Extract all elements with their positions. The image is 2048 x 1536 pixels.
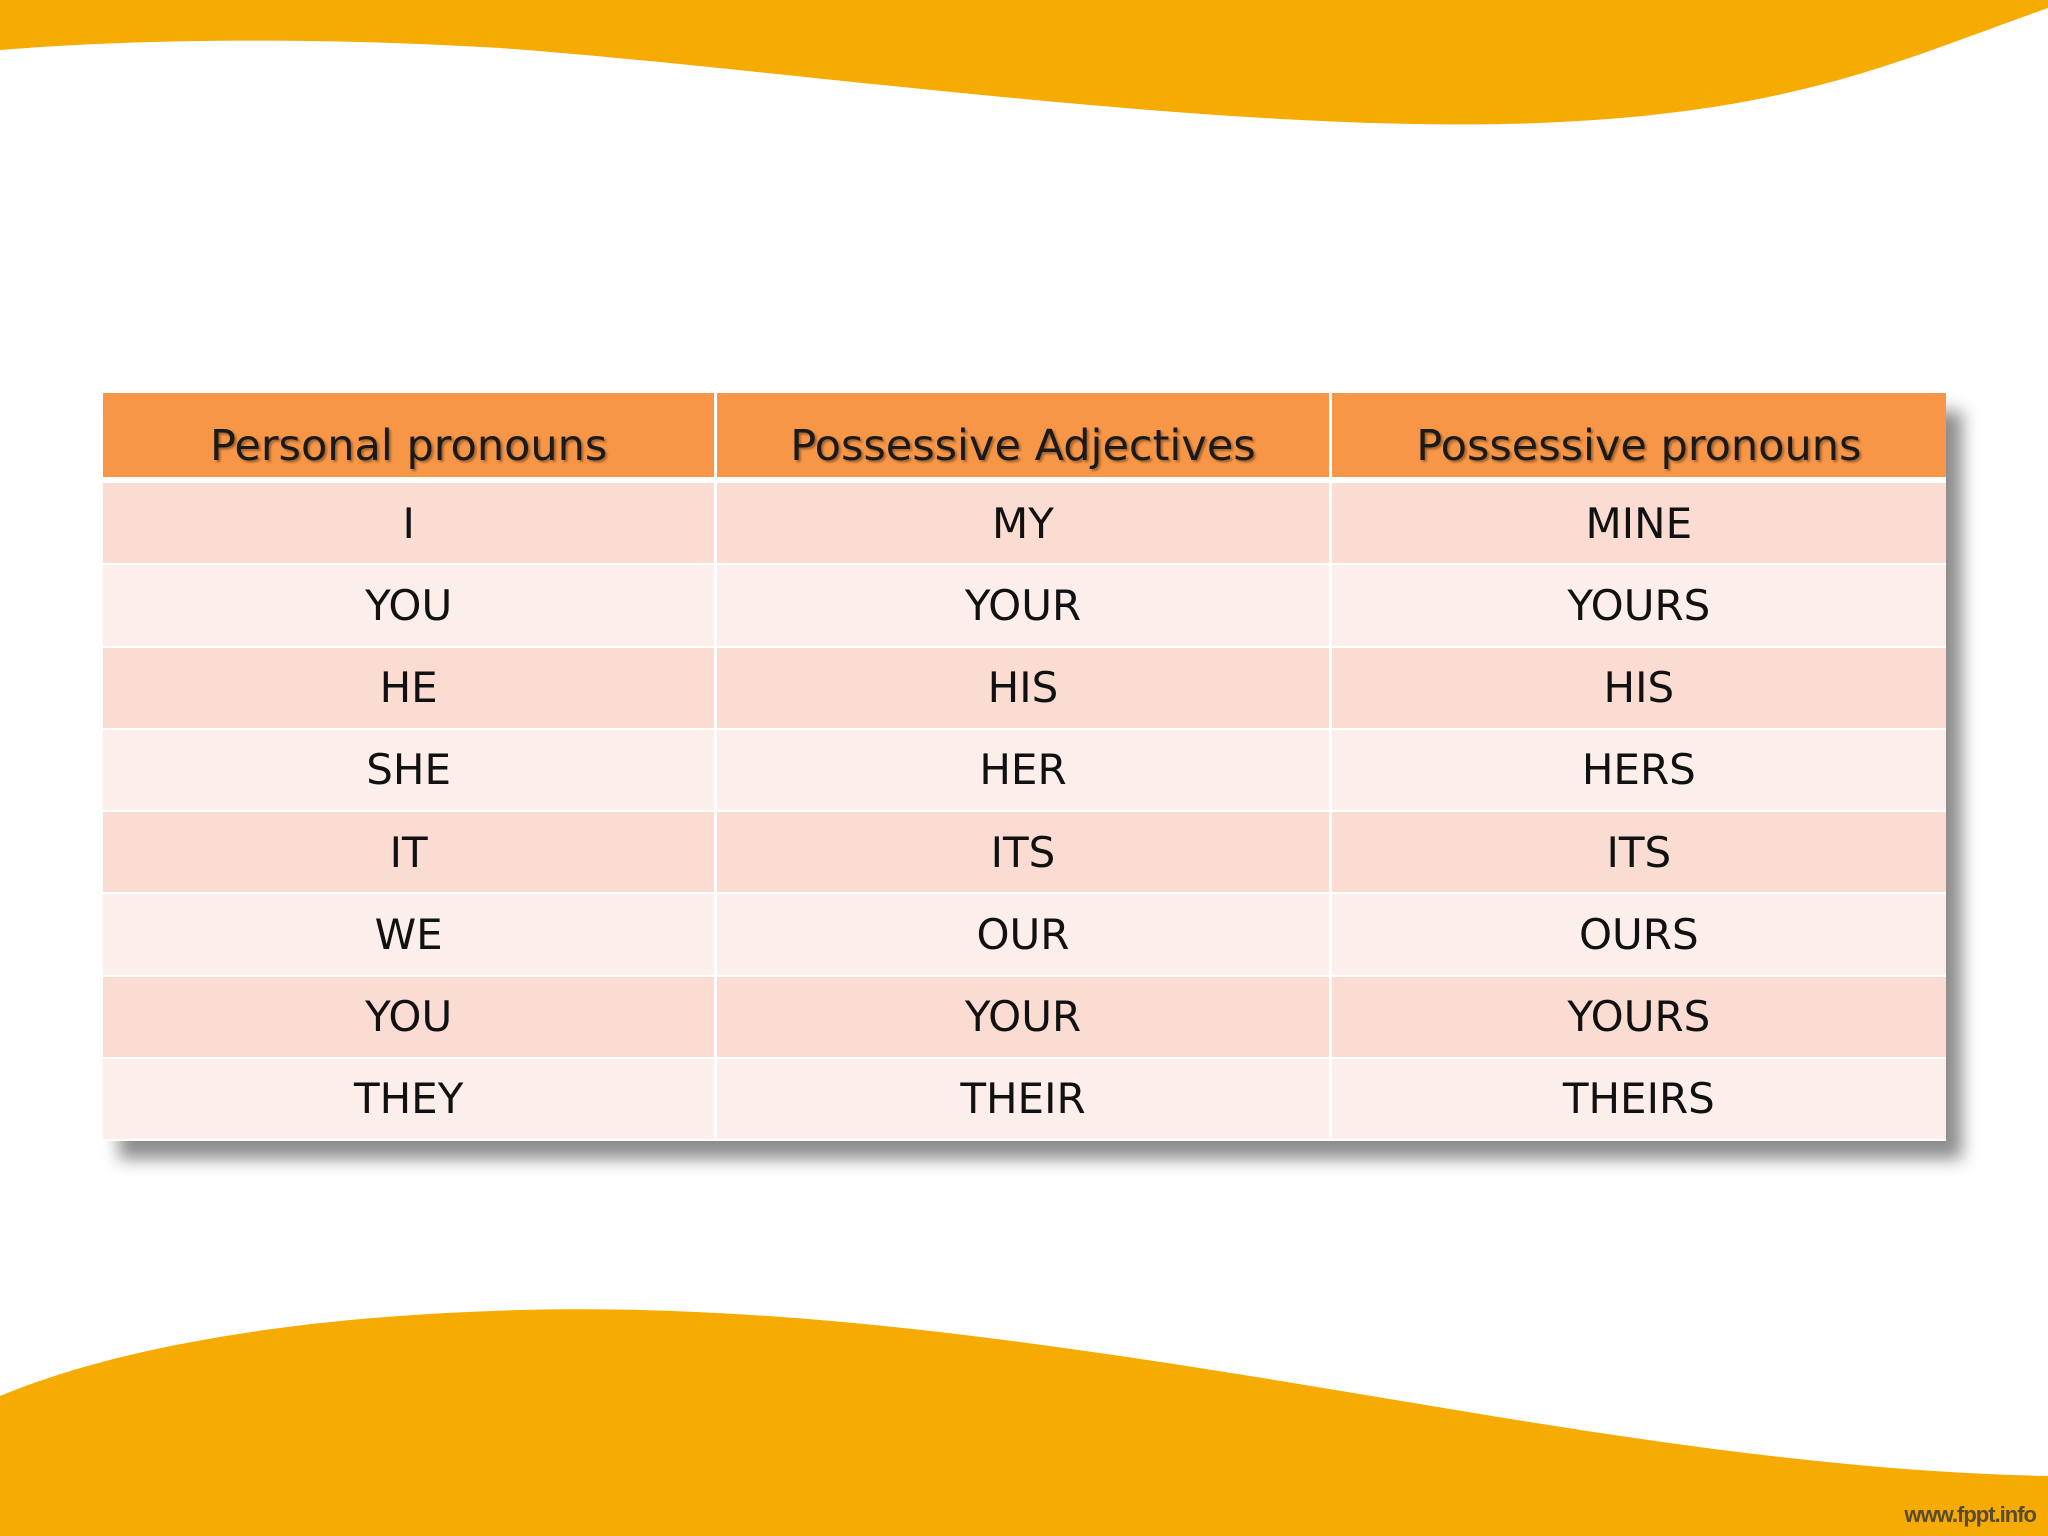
pronoun-table-container: Personal pronouns Possessive Adjectives …: [103, 393, 1946, 1141]
table-cell: YOU: [103, 565, 718, 648]
table-row: IT ITS ITS: [103, 812, 1946, 895]
top-wave-shape: [0, 0, 2048, 125]
table-cell: I: [103, 483, 718, 566]
table-cell: THEIR: [717, 1058, 1332, 1141]
table-cell: ITS: [1331, 812, 1946, 895]
table-header-row: Personal pronouns Possessive Adjectives …: [103, 393, 1946, 483]
table-cell: MINE: [1331, 483, 1946, 566]
table-cell: THEIRS: [1331, 1058, 1946, 1141]
header-possessive-pronouns: Possessive pronouns: [1331, 393, 1946, 483]
pronoun-table: Personal pronouns Possessive Adjectives …: [103, 393, 1946, 1141]
table-row: THEY THEIR THEIRS: [103, 1058, 1946, 1141]
table-cell: HE: [103, 647, 718, 730]
table-cell: YOUR: [717, 565, 1332, 648]
header-possessive-adjectives: Possessive Adjectives: [717, 393, 1332, 483]
header-personal-pronouns: Personal pronouns: [103, 393, 718, 483]
table-cell: OURS: [1331, 894, 1946, 977]
table-cell: THEY: [103, 1058, 718, 1141]
table-cell: OUR: [717, 894, 1332, 977]
table-cell: YOURS: [1331, 565, 1946, 648]
credit-text: www.fppt.info: [1904, 1502, 2037, 1527]
table-cell: IT: [103, 812, 718, 895]
table-cell: YOURS: [1331, 976, 1946, 1059]
table-cell: MY: [717, 483, 1332, 566]
table-cell: HIS: [1331, 647, 1946, 730]
table-row: YOU YOUR YOURS: [103, 976, 1946, 1059]
table-cell: WE: [103, 894, 718, 977]
table-cell: HER: [717, 729, 1332, 812]
table-row: YOU YOUR YOURS: [103, 565, 1946, 648]
table-cell: ITS: [717, 812, 1332, 895]
table-cell: HIS: [717, 647, 1332, 730]
top-wave-decoration: [0, 0, 2048, 125]
table-row: WE OUR OURS: [103, 894, 1946, 977]
table-cell: YOUR: [717, 976, 1332, 1059]
table-row: I MY MINE: [103, 483, 1946, 566]
bottom-wave-shape: [0, 1309, 2048, 1536]
table-row: HE HIS HIS: [103, 647, 1946, 730]
table-cell: SHE: [103, 729, 718, 812]
table-cell: HERS: [1331, 729, 1946, 812]
bottom-wave-decoration: [0, 1309, 2048, 1536]
table-row: SHE HER HERS: [103, 729, 1946, 812]
table-cell: YOU: [103, 976, 718, 1059]
